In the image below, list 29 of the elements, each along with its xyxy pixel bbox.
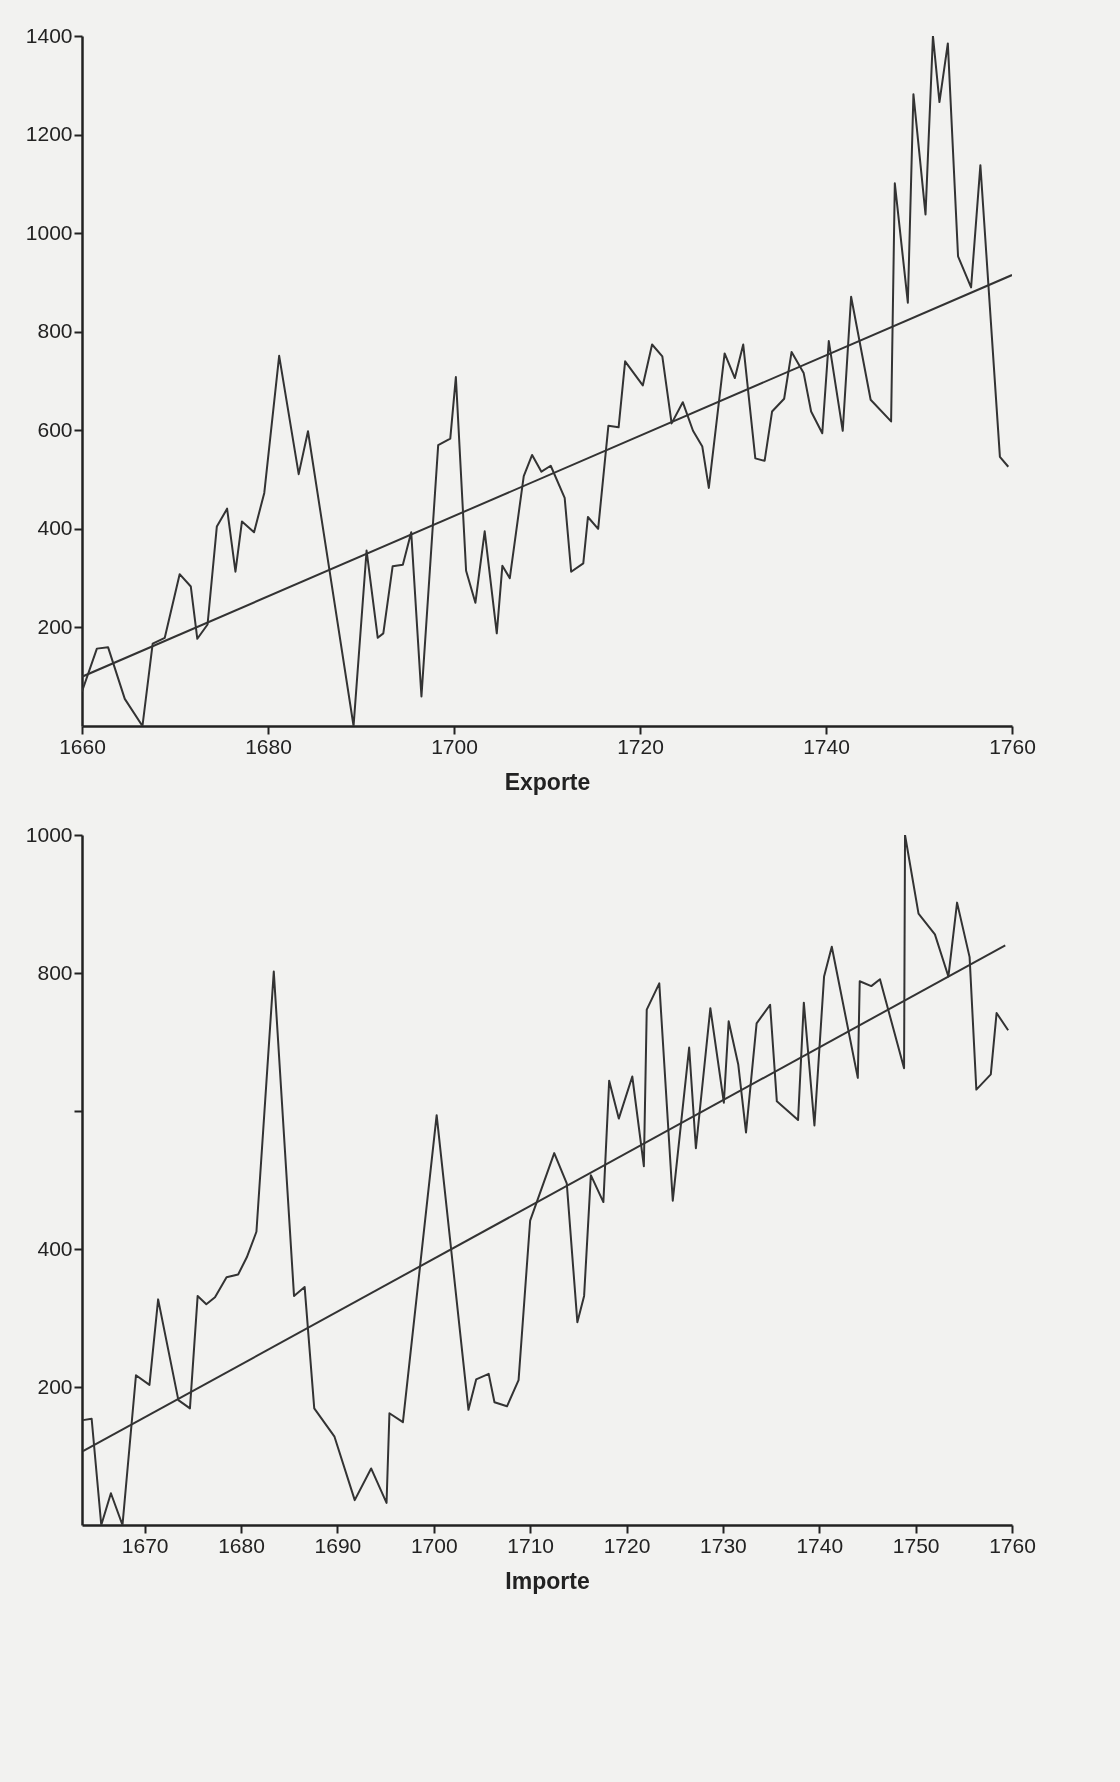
x-tick-label: 1680	[245, 734, 292, 758]
y-tick-label: 1000	[25, 822, 73, 846]
y-tick-label: 200	[37, 614, 73, 638]
x-tick-label: 1670	[121, 1533, 169, 1557]
x-tick-label: 1690	[314, 1533, 362, 1557]
y-tick-label: 1400	[25, 23, 73, 47]
x-tick-label: 1720	[617, 734, 664, 758]
x-tick-label: 1750	[892, 1533, 940, 1557]
x-tick-label: 1700	[431, 734, 478, 758]
y-tick-label: 800	[37, 319, 73, 343]
y-tick-label: 400	[37, 1236, 73, 1260]
y-tick-label: 1200	[25, 122, 73, 146]
x-tick-label: 1710	[507, 1533, 554, 1557]
x-tick-label: 1700	[410, 1533, 458, 1557]
x-tick-label: 1730	[700, 1533, 747, 1557]
x-tick-label: 1660	[59, 734, 106, 758]
y-tick-label: 600	[37, 417, 73, 441]
y-tick-label: 200	[37, 1374, 73, 1398]
x-tick-label: 1720	[603, 1533, 651, 1557]
y-tick-label: 1000	[25, 220, 73, 244]
y-tick-label: 400	[37, 516, 73, 540]
x-tick-label: 1760	[989, 1533, 1036, 1557]
x-tick-label: 1680	[218, 1533, 265, 1557]
x-axis-title: Importe	[505, 1567, 590, 1594]
x-tick-label: 1740	[803, 734, 850, 758]
y-tick-label: 800	[37, 960, 73, 984]
x-tick-label: 1760	[989, 734, 1036, 758]
x-axis-title: Exporte	[504, 768, 591, 795]
x-tick-label: 1740	[796, 1533, 844, 1557]
